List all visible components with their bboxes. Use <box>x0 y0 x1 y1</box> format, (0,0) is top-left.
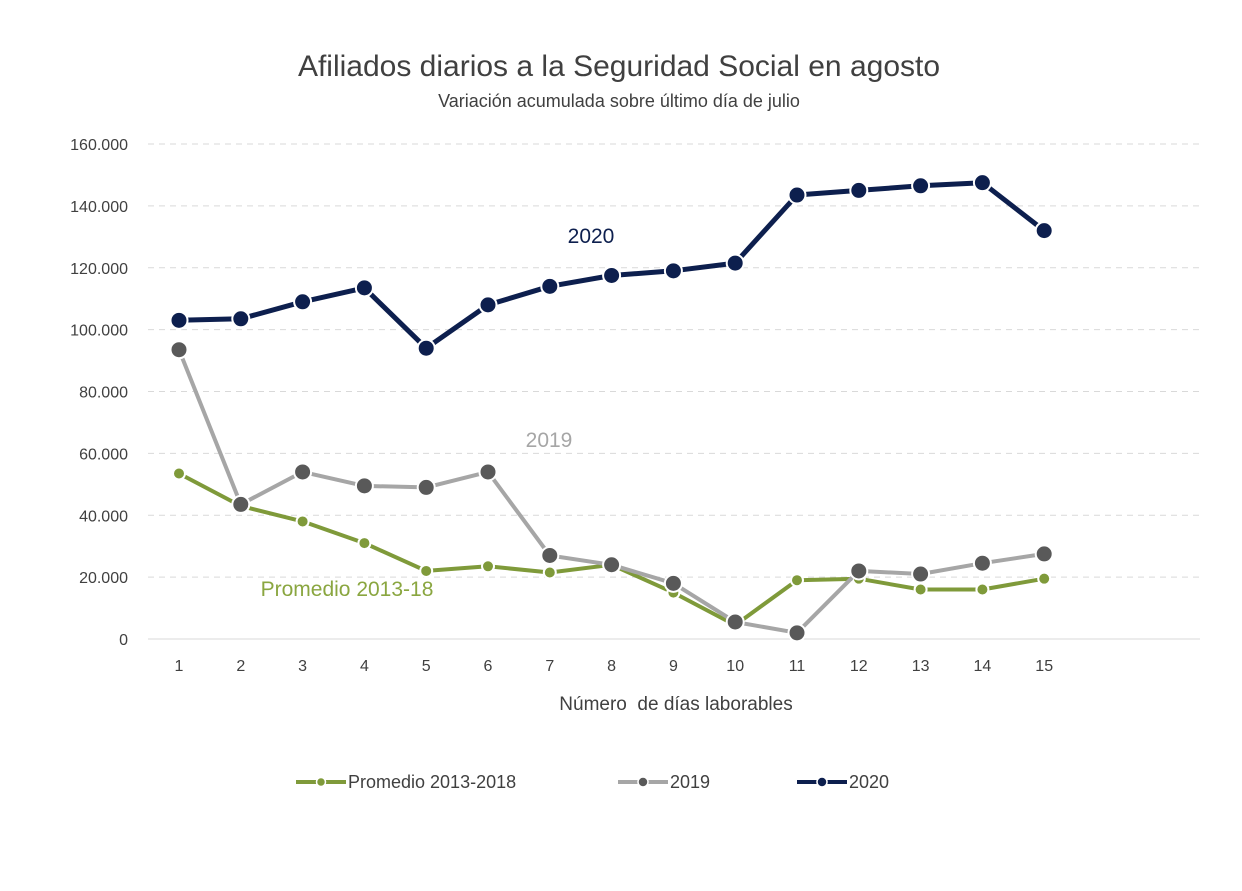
x-tick-label: 11 <box>789 658 806 675</box>
y-tick-label: 20.000 <box>79 570 128 587</box>
y-tick-label: 140.000 <box>70 199 128 216</box>
data-point <box>478 462 498 482</box>
data-point <box>787 623 807 643</box>
data-point <box>913 582 928 597</box>
chart-subtitle: Variación acumulada sobre último día de … <box>438 91 800 111</box>
x-tick-label: 8 <box>607 658 616 675</box>
y-tick-label: 80.000 <box>79 385 128 402</box>
data-point <box>972 173 992 193</box>
data-point <box>416 477 436 497</box>
y-axis-ticks: 0 20.000 40.000 60.000 80.000 100.000 120.000 1… <box>70 137 128 649</box>
data-point <box>293 462 313 482</box>
data-point <box>911 564 931 584</box>
data-point <box>169 340 189 360</box>
data-point <box>231 309 251 329</box>
data-point <box>172 466 186 481</box>
series-2 <box>169 173 1054 358</box>
data-point <box>542 565 557 580</box>
data-point <box>419 563 434 578</box>
legend-label: 2019 <box>670 772 710 792</box>
x-axis-label: Número de días laborables <box>559 694 792 715</box>
x-tick-label: 5 <box>422 658 431 675</box>
data-point <box>849 180 869 200</box>
x-tick-label: 12 <box>850 658 868 675</box>
legend-swatch-marker <box>816 776 828 788</box>
x-tick-label: 1 <box>175 658 184 675</box>
y-tick-label: 60.000 <box>79 446 128 463</box>
data-point <box>1037 571 1052 586</box>
data-point <box>663 573 683 593</box>
data-point <box>295 514 310 529</box>
gridlines <box>148 143 1200 640</box>
data-point <box>540 545 560 565</box>
legend-item: 2019 <box>618 772 710 792</box>
y-tick-label: 160.000 <box>70 137 128 154</box>
data-point <box>169 310 189 330</box>
annotation-promedio: Promedio 2013-18 <box>261 578 434 601</box>
legend-label: Promedio 2013-2018 <box>348 772 516 792</box>
data-point <box>911 176 931 196</box>
annotation-2019: 2019 <box>526 429 573 452</box>
series-1 <box>169 340 1054 643</box>
data-point <box>357 536 372 551</box>
legend-swatch-marker <box>315 776 327 788</box>
x-tick-label: 6 <box>484 658 493 675</box>
legend: Promedio 2013-2018 2019 2020 <box>296 772 889 792</box>
y-tick-label: 40.000 <box>79 508 128 525</box>
series-lines <box>169 173 1054 643</box>
data-point <box>481 559 495 574</box>
x-tick-label: 7 <box>545 658 554 675</box>
data-point <box>663 261 683 281</box>
data-point <box>725 253 745 273</box>
x-tick-label: 15 <box>1035 658 1053 675</box>
data-point <box>975 582 990 597</box>
legend-item: 2020 <box>797 772 889 792</box>
x-tick-label: 9 <box>669 658 678 675</box>
x-tick-label: 3 <box>298 658 307 675</box>
data-point <box>231 494 251 514</box>
data-point <box>1034 221 1054 241</box>
data-point <box>416 338 436 358</box>
y-tick-label: 100.000 <box>70 323 128 340</box>
data-point <box>354 278 374 298</box>
x-tick-label: 14 <box>974 658 992 675</box>
data-point <box>540 276 560 296</box>
series-line <box>176 180 1047 351</box>
y-tick-label: 120.000 <box>70 261 128 278</box>
data-point <box>478 295 498 315</box>
x-tick-label: 13 <box>912 658 930 675</box>
x-tick-label: 2 <box>236 658 245 675</box>
data-point <box>354 476 374 496</box>
data-point <box>787 185 807 205</box>
y-tick-label: 0 <box>119 632 128 649</box>
series-0 <box>172 466 1052 633</box>
x-tick-label: 4 <box>360 658 369 675</box>
data-point <box>602 555 622 575</box>
data-point <box>790 573 804 588</box>
data-point <box>1034 544 1054 564</box>
series-line <box>177 471 1047 628</box>
x-axis-ticks: 1 2 3 4 5 6 7 8 9 10 11 12 13 14 15 <box>175 658 1054 675</box>
data-point <box>293 292 313 312</box>
legend-item: Promedio 2013-2018 <box>296 772 516 792</box>
chart-title: Afiliados diarios a la Seguridad Social … <box>298 50 940 83</box>
data-point <box>972 553 992 573</box>
data-point <box>602 265 622 285</box>
legend-swatch-marker <box>637 776 649 788</box>
annotation-2020: 2020 <box>568 225 615 248</box>
x-tick-label: 10 <box>726 658 744 675</box>
data-point <box>849 561 869 581</box>
data-point <box>725 612 745 632</box>
legend-label: 2020 <box>849 772 889 792</box>
